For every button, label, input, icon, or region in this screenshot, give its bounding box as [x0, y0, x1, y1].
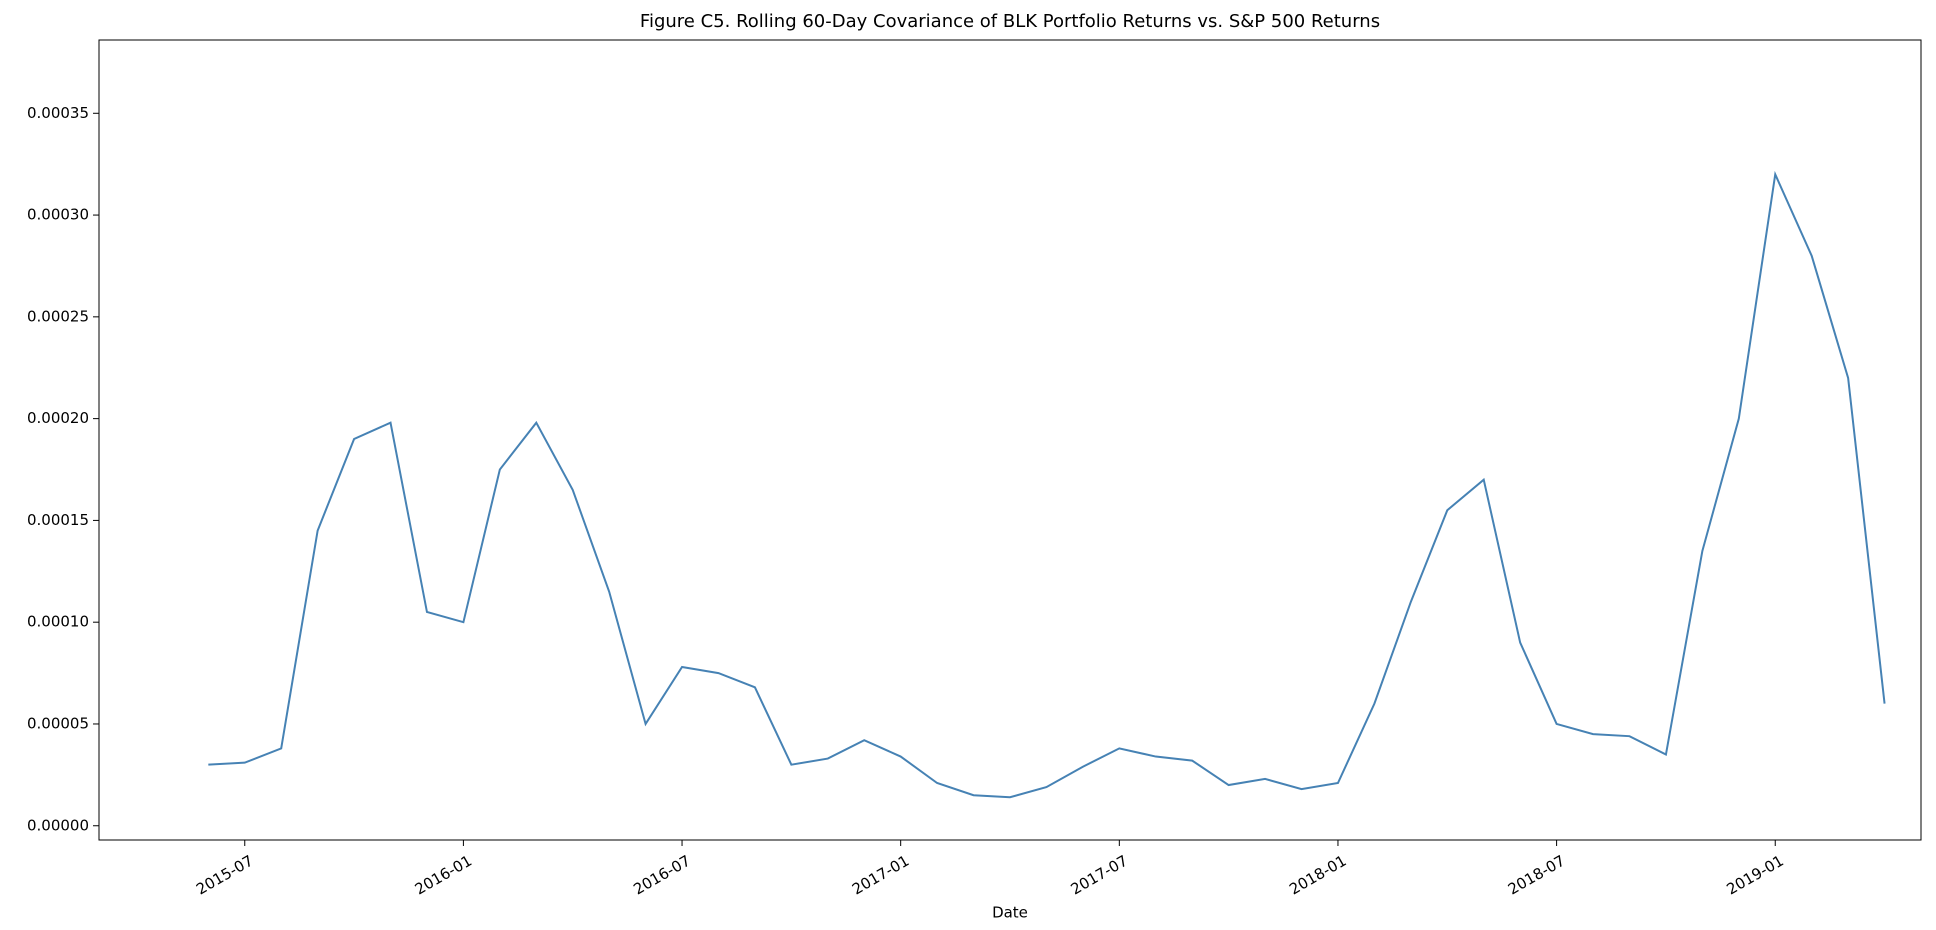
y-tick-label: 0.00010 — [27, 613, 89, 631]
x-tick-label: 2019-01 — [1724, 852, 1787, 899]
chart-title: Figure C5. Rolling 60-Day Covariance of … — [640, 11, 1380, 32]
y-tick-label: 0.00015 — [27, 511, 89, 529]
x-tick-label: 2018-01 — [1286, 852, 1349, 899]
x-tick-label: 2017-07 — [1068, 852, 1131, 899]
x-axis-label: Date — [992, 904, 1028, 922]
y-tick-label: 0.00000 — [27, 816, 89, 834]
y-tick-label: 0.00005 — [27, 714, 89, 732]
x-tick-label: 2016-07 — [630, 852, 693, 899]
y-tick-label: 0.00035 — [27, 104, 89, 122]
x-tick-label: 2015-07 — [193, 852, 256, 899]
y-tick-label: 0.00020 — [27, 409, 89, 427]
x-tick-label: 2016-01 — [412, 852, 475, 899]
y-tick-label: 0.00030 — [27, 206, 89, 224]
x-tick-label: 2018-07 — [1505, 852, 1568, 899]
plot-frame — [98, 39, 1922, 841]
series-line — [208, 170, 1886, 799]
y-tick-label: 0.00025 — [27, 307, 89, 325]
x-tick-label: 2017-01 — [849, 852, 912, 899]
